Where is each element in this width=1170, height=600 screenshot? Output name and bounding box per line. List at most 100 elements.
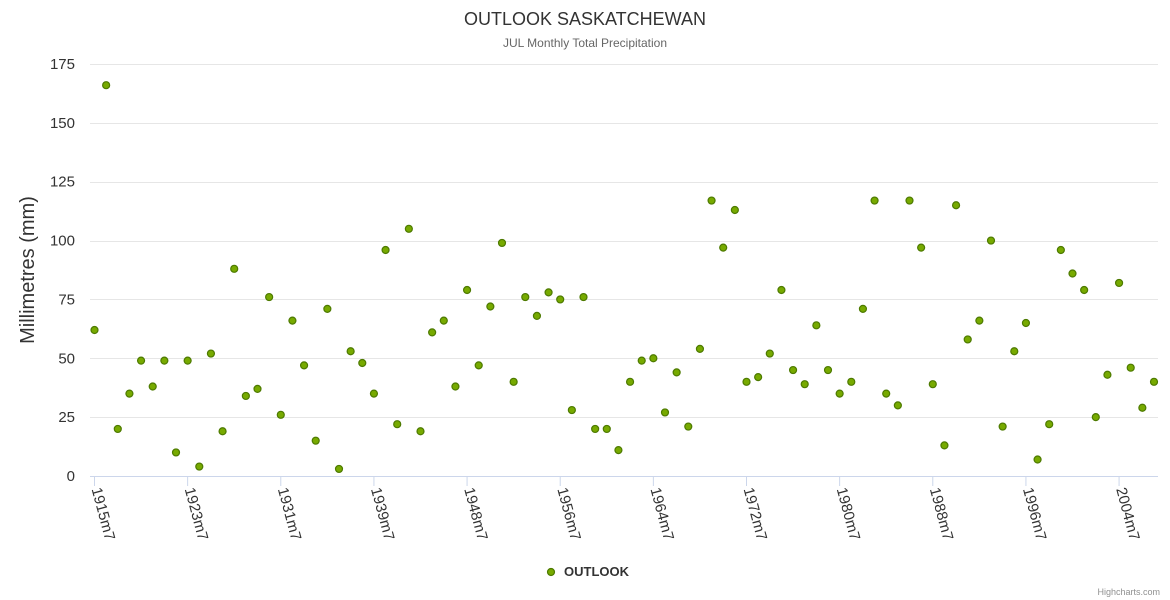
- data-point[interactable]: [928, 380, 937, 389]
- data-point[interactable]: [311, 436, 320, 445]
- data-point[interactable]: [1010, 347, 1019, 356]
- x-tick-label: 1948m7: [460, 486, 490, 543]
- data-point[interactable]: [90, 325, 99, 335]
- data-point[interactable]: [1126, 363, 1135, 372]
- data-point[interactable]: [940, 441, 949, 450]
- data-point[interactable]: [730, 205, 739, 215]
- data-point[interactable]: [160, 356, 169, 365]
- data-point[interactable]: [241, 391, 250, 401]
- data-point[interactable]: [800, 380, 809, 389]
- data-point[interactable]: [567, 405, 576, 415]
- data-point[interactable]: [591, 424, 600, 434]
- data-point[interactable]: [812, 321, 821, 330]
- data-point[interactable]: [975, 316, 984, 325]
- data-point[interactable]: [777, 285, 786, 295]
- data-point[interactable]: [754, 373, 763, 382]
- data-point[interactable]: [905, 196, 914, 205]
- data-point[interactable]: [1138, 403, 1147, 412]
- data-point[interactable]: [323, 304, 332, 313]
- data-point[interactable]: [148, 382, 157, 391]
- data-point[interactable]: [381, 245, 390, 255]
- data-point[interactable]: [695, 344, 705, 353]
- data-point[interactable]: [835, 389, 844, 398]
- data-point[interactable]: [1056, 245, 1065, 255]
- data-point[interactable]: [230, 264, 239, 273]
- data-point[interactable]: [532, 311, 542, 321]
- data-point[interactable]: [1021, 318, 1031, 328]
- data-point[interactable]: [428, 328, 437, 337]
- legend-item-outlook[interactable]: OUTLOOK: [546, 564, 630, 579]
- data-point[interactable]: [556, 295, 565, 304]
- y-tick-label: 50: [58, 350, 75, 367]
- data-point[interactable]: [707, 196, 716, 205]
- data-point[interactable]: [183, 356, 192, 365]
- data-point[interactable]: [963, 335, 972, 344]
- data-point[interactable]: [986, 236, 996, 245]
- data-point[interactable]: [1080, 285, 1089, 295]
- data-point[interactable]: [637, 356, 646, 365]
- data-point[interactable]: [649, 354, 658, 363]
- data-point[interactable]: [917, 243, 926, 252]
- data-point[interactable]: [870, 196, 879, 205]
- data-point[interactable]: [334, 464, 344, 474]
- data-point[interactable]: [206, 349, 216, 358]
- data-point[interactable]: [719, 243, 728, 252]
- data-point[interactable]: [579, 292, 588, 302]
- data-point[interactable]: [462, 285, 472, 295]
- data-point[interactable]: [393, 420, 402, 429]
- data-point[interactable]: [1068, 269, 1077, 278]
- data-point[interactable]: [102, 81, 111, 90]
- data-point[interactable]: [125, 389, 134, 398]
- x-tick-label: 1915m7: [88, 486, 118, 543]
- data-point[interactable]: [1114, 278, 1124, 288]
- data-point[interactable]: [660, 408, 670, 417]
- data-point[interactable]: [672, 368, 681, 377]
- data-point[interactable]: [684, 422, 693, 431]
- data-point[interactable]: [218, 427, 227, 436]
- x-axis-ticks: 1915m7 1923m7 1931m7 1939m7 1948m7 1956m7 1964…: [88, 476, 1143, 542]
- y-tick-label: 150: [50, 115, 75, 132]
- data-point[interactable]: [195, 462, 204, 471]
- data-point[interactable]: [765, 349, 774, 358]
- data-point[interactable]: [439, 316, 448, 325]
- data-point[interactable]: [1103, 370, 1112, 379]
- data-point[interactable]: [602, 424, 611, 434]
- data-point[interactable]: [358, 358, 367, 368]
- data-point[interactable]: [625, 377, 635, 386]
- data-point[interactable]: [416, 427, 425, 436]
- data-point[interactable]: [451, 382, 460, 391]
- data-point[interactable]: [486, 302, 495, 311]
- data-point[interactable]: [509, 377, 518, 386]
- data-point[interactable]: [742, 377, 751, 386]
- data-point[interactable]: [951, 201, 961, 210]
- data-point[interactable]: [113, 424, 122, 434]
- data-point[interactable]: [369, 389, 379, 398]
- credits-link[interactable]: Highcharts.com: [1097, 587, 1160, 597]
- data-point[interactable]: [288, 316, 297, 325]
- data-point[interactable]: [544, 288, 553, 297]
- data-point[interactable]: [893, 401, 902, 410]
- data-point[interactable]: [1149, 377, 1159, 386]
- data-point[interactable]: [1045, 420, 1054, 429]
- data-point[interactable]: [253, 384, 262, 393]
- data-point[interactable]: [497, 238, 507, 248]
- data-point[interactable]: [265, 292, 274, 302]
- data-point[interactable]: [171, 448, 181, 457]
- data-point[interactable]: [1033, 455, 1042, 464]
- data-point[interactable]: [404, 224, 413, 233]
- data-point[interactable]: [521, 292, 530, 302]
- data-point[interactable]: [1091, 413, 1100, 422]
- data-point[interactable]: [474, 361, 483, 370]
- legend-label: OUTLOOK: [564, 564, 630, 579]
- data-point[interactable]: [346, 347, 355, 356]
- data-point[interactable]: [788, 365, 798, 375]
- data-point[interactable]: [823, 365, 833, 375]
- data-point[interactable]: [276, 410, 285, 419]
- data-point[interactable]: [882, 389, 891, 398]
- data-point[interactable]: [136, 356, 146, 365]
- data-point[interactable]: [858, 304, 868, 313]
- data-point[interactable]: [299, 361, 309, 370]
- data-point[interactable]: [614, 446, 623, 455]
- data-point[interactable]: [998, 422, 1007, 431]
- data-point[interactable]: [847, 377, 856, 386]
